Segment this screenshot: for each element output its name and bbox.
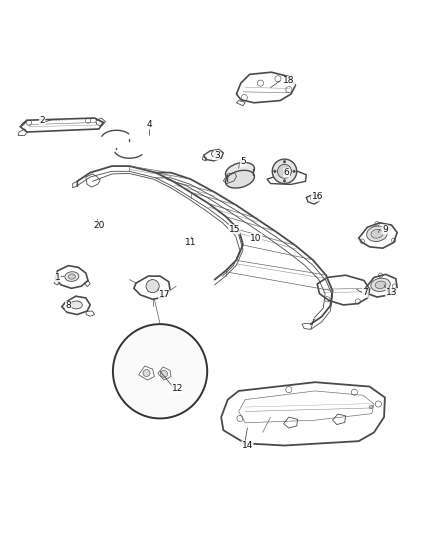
Circle shape <box>283 160 286 163</box>
Ellipse shape <box>68 274 75 279</box>
Ellipse shape <box>226 163 254 180</box>
Text: 6: 6 <box>284 168 290 177</box>
Circle shape <box>146 280 159 293</box>
Text: 12: 12 <box>172 384 183 393</box>
Ellipse shape <box>65 272 79 281</box>
Text: 3: 3 <box>214 151 220 160</box>
Text: 8: 8 <box>66 301 71 310</box>
Text: ø: ø <box>369 404 373 410</box>
Circle shape <box>278 164 291 179</box>
Circle shape <box>113 324 207 418</box>
Text: 5: 5 <box>240 157 246 166</box>
Text: 1: 1 <box>55 273 60 282</box>
Circle shape <box>283 180 286 182</box>
Circle shape <box>293 170 295 173</box>
Text: 13: 13 <box>386 288 397 297</box>
Circle shape <box>272 159 297 183</box>
Ellipse shape <box>367 226 388 241</box>
Circle shape <box>274 170 276 173</box>
Ellipse shape <box>226 170 254 188</box>
Text: 11: 11 <box>185 238 196 247</box>
Ellipse shape <box>371 278 390 292</box>
Text: 16: 16 <box>311 192 323 201</box>
Text: 2: 2 <box>39 116 45 125</box>
Text: 20: 20 <box>93 221 105 230</box>
Circle shape <box>143 369 150 376</box>
Ellipse shape <box>70 301 82 309</box>
Circle shape <box>160 370 167 377</box>
Text: 15: 15 <box>229 225 240 234</box>
Text: 9: 9 <box>382 225 388 234</box>
Text: 14: 14 <box>242 441 253 450</box>
Text: 10: 10 <box>251 233 262 243</box>
Text: 7: 7 <box>362 288 368 297</box>
Ellipse shape <box>375 281 386 288</box>
Text: 17: 17 <box>159 290 170 300</box>
Ellipse shape <box>371 229 383 238</box>
Text: 18: 18 <box>283 76 295 85</box>
Text: 4: 4 <box>146 120 152 129</box>
